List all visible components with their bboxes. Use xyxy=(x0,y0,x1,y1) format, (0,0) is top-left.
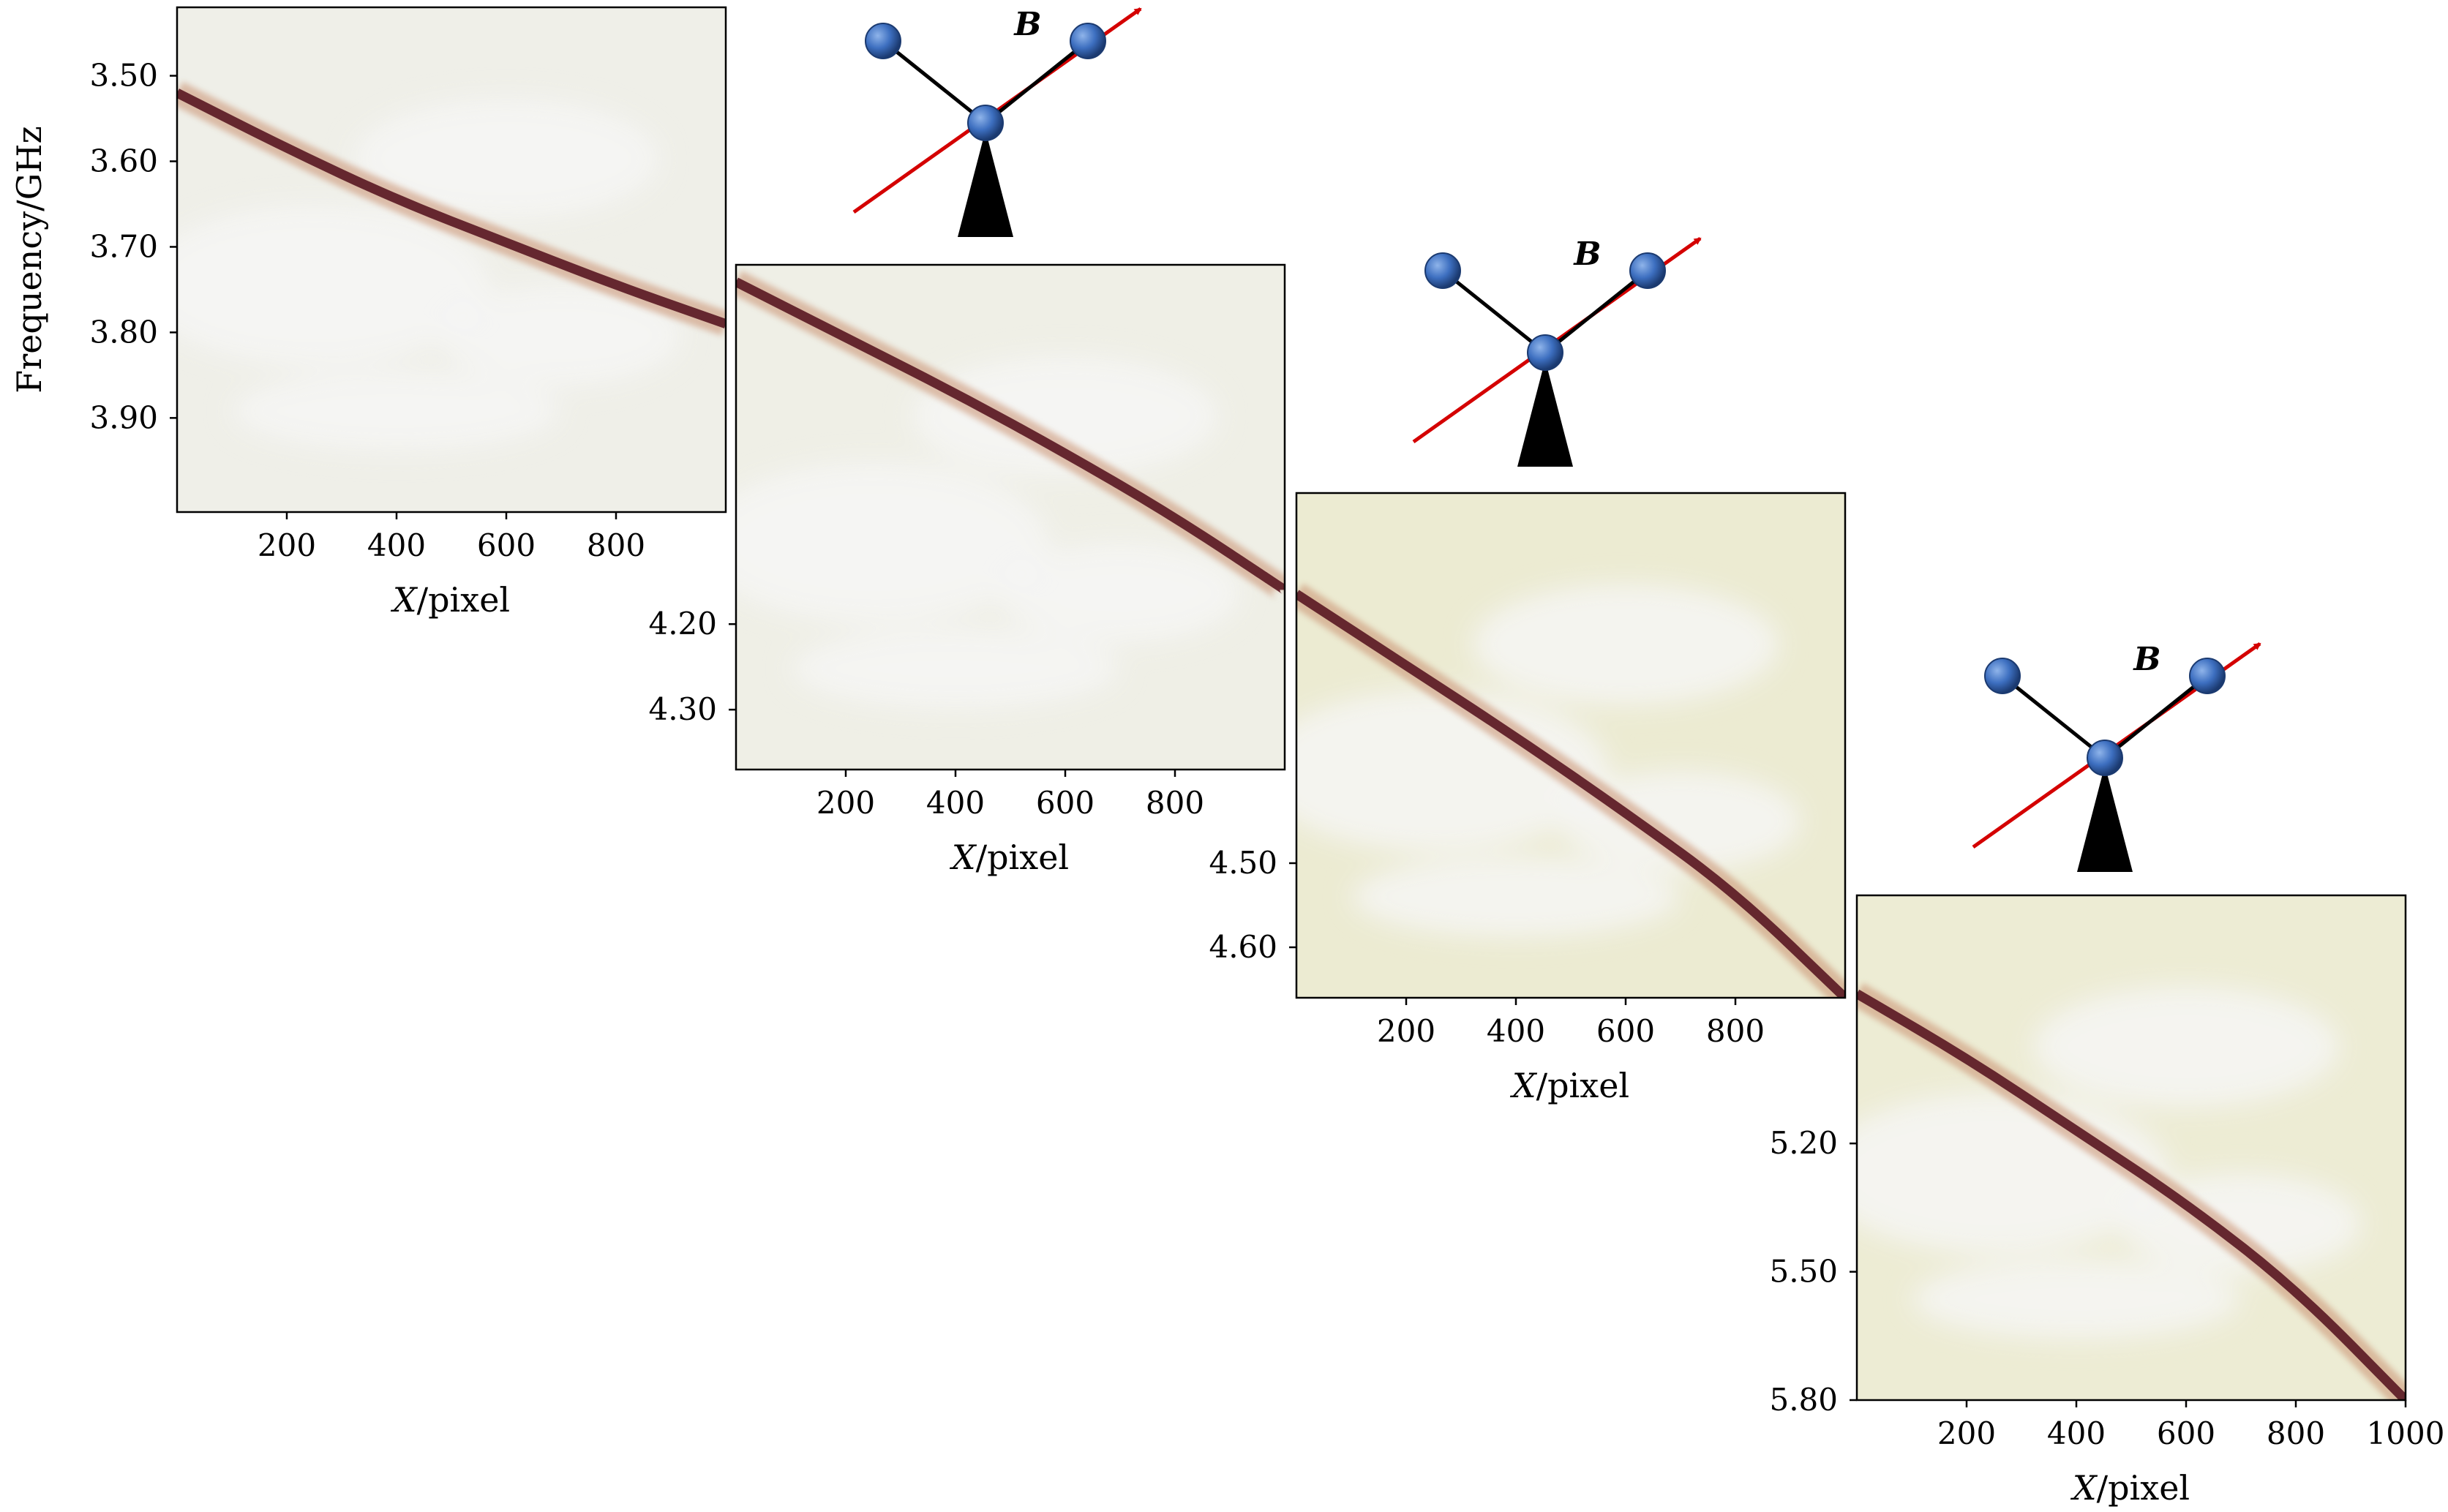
x-axis-label-variable: X xyxy=(1510,1066,1538,1105)
bond-line xyxy=(984,40,1089,124)
y-tick-label: 3.70 xyxy=(89,228,158,264)
trace-line xyxy=(1296,590,1845,998)
atom-sphere xyxy=(1527,334,1563,371)
insets-group: B B B xyxy=(852,6,2261,872)
panel-2: 200 400 600 800 4.20 4.30 X/pixel xyxy=(648,263,1286,877)
x-axis-label-variable: X xyxy=(950,838,977,877)
molecule-inset-1: B xyxy=(852,6,1142,237)
x-tick-label: 200 xyxy=(1937,1415,1996,1451)
magnetic-field-label: B xyxy=(1013,6,1041,43)
magnetic-field-label: B xyxy=(2132,641,2160,678)
x-tick-label: 600 xyxy=(2157,1415,2215,1451)
molecule-inset-3: B xyxy=(1972,641,2261,872)
trace-line xyxy=(177,89,726,328)
x-axis-label: X/pixel xyxy=(2070,1468,2190,1508)
x-tick-label: 400 xyxy=(2047,1415,2106,1451)
heatmap-area xyxy=(177,7,726,512)
support-triangle xyxy=(2077,765,2133,872)
bond-line xyxy=(1544,269,1649,354)
y-tick-label: 4.30 xyxy=(648,691,717,727)
atom-sphere xyxy=(1424,252,1461,289)
atom-sphere xyxy=(1070,23,1106,59)
heatmap-area xyxy=(1857,895,2406,1400)
atom-sphere xyxy=(2189,658,2226,694)
x-tick-label: 800 xyxy=(2267,1415,2325,1451)
x-axis-label: X/pixel xyxy=(1510,1066,1629,1105)
bond-line xyxy=(2001,674,2106,759)
bond-line xyxy=(1441,269,1547,354)
atom-sphere xyxy=(865,23,901,59)
x-axis-label-variable: X xyxy=(391,580,418,620)
y-tick-label: 3.60 xyxy=(89,143,158,179)
x-axis-label-unit: /pixel xyxy=(1536,1066,1630,1105)
x-tick-label: 400 xyxy=(367,527,426,563)
x-axis-label: X/pixel xyxy=(950,838,1069,877)
panel-frame xyxy=(176,6,727,514)
x-axis-label: X/pixel xyxy=(391,580,510,620)
panels-group: 200 400 600 800 3.50 3.60 3.70 3.80 3.90 X/pixel F… xyxy=(10,6,2445,1508)
x-axis-label-variable: X xyxy=(2070,1468,2098,1508)
x-axis-label-unit: /pixel xyxy=(2097,1468,2190,1508)
heatmap-texture xyxy=(736,356,1241,710)
magnetic-field-label: B xyxy=(1572,236,1601,273)
y-tick-label: 4.20 xyxy=(648,606,717,642)
y-tick-label: 3.50 xyxy=(89,58,158,94)
x-tick-label: 600 xyxy=(477,527,536,563)
panel-3: 200 400 600 800 4.50 4.60 X/pixel xyxy=(1209,492,1847,1105)
atom-sphere xyxy=(1984,658,2021,694)
x-tick-label: 200 xyxy=(816,785,875,821)
heatmap-area xyxy=(736,265,1285,770)
trace-line xyxy=(1857,989,2406,1400)
bond-line xyxy=(882,40,987,124)
atom-sphere xyxy=(2087,740,2123,776)
support-triangle xyxy=(1517,360,1573,467)
y-tick-label: 4.60 xyxy=(1209,929,1277,965)
x-tick-label: 600 xyxy=(1596,1013,1655,1049)
x-tick-label: 200 xyxy=(1377,1013,1435,1049)
heatmap-texture xyxy=(177,98,682,452)
panel-4: 200 400 600 800 1000 5.20 5.50 5.80 X/pixel xyxy=(1769,894,2445,1508)
y-tick-label: 4.50 xyxy=(1209,845,1277,881)
x-axis-label-unit: /pixel xyxy=(417,580,511,620)
panel-frame xyxy=(1855,894,2407,1402)
panel-1: 200 400 600 800 3.50 3.60 3.70 3.80 3.90 X/pixel F… xyxy=(10,6,727,620)
molecule-inset-2: B xyxy=(1412,236,1702,467)
x-tick-label: 600 xyxy=(1036,785,1095,821)
y-tick-label: 5.50 xyxy=(1769,1254,1838,1290)
x-tick-label: 1000 xyxy=(2367,1415,2445,1451)
trace-line xyxy=(736,277,1285,594)
x-tick-label: 800 xyxy=(1146,785,1204,821)
panel-frame xyxy=(1295,492,1847,999)
y-tick-label: 3.80 xyxy=(89,314,158,350)
y-tick-label: 5.80 xyxy=(1769,1382,1838,1418)
panel-frame xyxy=(735,263,1286,771)
x-axis-label-unit: /pixel xyxy=(976,838,1070,877)
x-tick-label: 400 xyxy=(926,785,985,821)
x-tick-label: 200 xyxy=(258,527,316,563)
support-triangle xyxy=(958,130,1013,237)
atom-sphere xyxy=(1629,252,1666,289)
x-tick-label: 400 xyxy=(1487,1013,1545,1049)
y-tick-label: 3.90 xyxy=(89,399,158,435)
y-axis-label: Frequency/GHz xyxy=(10,126,49,393)
atom-sphere xyxy=(967,105,1004,141)
y-tick-label: 5.20 xyxy=(1769,1125,1838,1161)
heatmap-area xyxy=(1296,493,1845,998)
bond-line xyxy=(2103,674,2209,759)
x-tick-label: 800 xyxy=(587,527,645,563)
x-tick-label: 800 xyxy=(1706,1013,1765,1049)
